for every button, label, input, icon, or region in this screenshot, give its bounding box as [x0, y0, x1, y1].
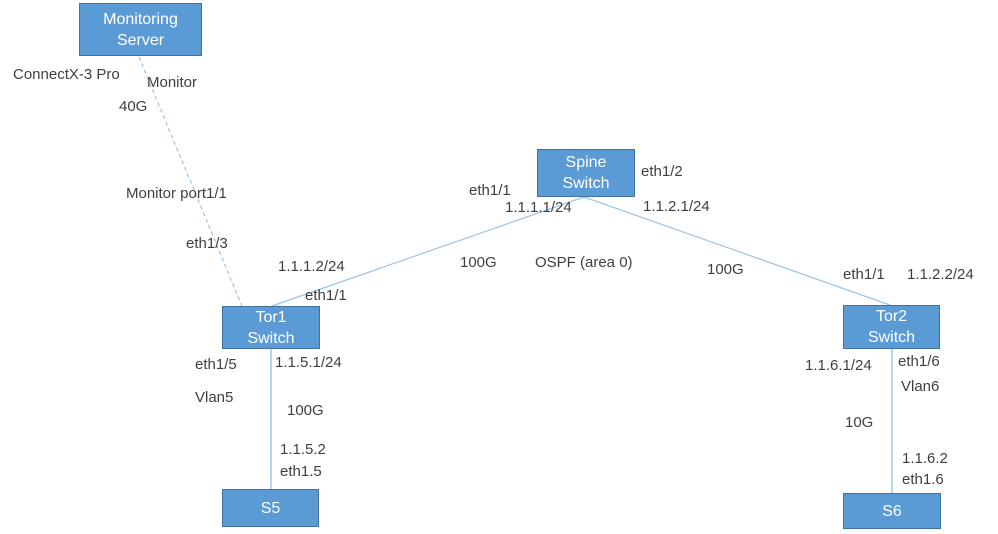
label-tor1-eth1-3: eth1/3	[186, 235, 228, 252]
node-label: Tor2	[875, 308, 908, 325]
label-tor1-ip-to-spine: 1.1.1.2/24	[278, 258, 345, 275]
node-label: Spine	[565, 154, 607, 171]
link-spine-to-tor1	[271, 196, 585, 307]
node-tor1-switch: Tor1 Switch	[222, 306, 320, 349]
label-s5-ip: 1.1.5.2	[280, 441, 326, 458]
label-spine-ip-left: 1.1.1.1/24	[505, 199, 572, 216]
node-label: Switch	[247, 329, 295, 347]
label-spine-eth1-2: eth1/2	[641, 163, 683, 180]
label-speed-100g-left: 100G	[460, 254, 497, 271]
label-speed-40g: 40G	[119, 98, 148, 115]
label-s6-port: eth1.6	[902, 471, 944, 488]
label-monitor: Monitor	[147, 74, 198, 91]
node-tor2-switch: Tor2 Switch	[843, 305, 940, 349]
node-label: Monitoring	[103, 10, 178, 28]
label-spine-eth1-1: eth1/1	[469, 182, 511, 199]
label-speed-100g-right: 100G	[707, 261, 744, 278]
node-label: S6	[882, 502, 902, 520]
link-spine-to-tor2	[583, 196, 891, 306]
node-label: Server	[116, 31, 165, 49]
node-label: S5	[260, 499, 281, 517]
label-tor2-eth1-1: eth1/1	[843, 266, 885, 283]
label-ospf-area0: OSPF (area 0)	[535, 254, 633, 271]
node-s6: S6	[843, 493, 941, 529]
label-tor1-eth1-1: eth1/1	[305, 287, 347, 304]
label-vlan6: Vlan6	[901, 378, 940, 395]
label-spine-ip-right: 1.1.2.1/24	[643, 198, 710, 215]
node-label: Tor1	[255, 308, 287, 326]
label-monitor-port1-1: Monitor port1/1	[126, 185, 227, 202]
node-s5: S5	[222, 489, 319, 527]
label-tor2-eth1-6: eth1/6	[898, 353, 940, 370]
label-tor1-eth1-5: eth1/5	[195, 356, 237, 373]
node-spine-switch: Spine Switch	[537, 149, 635, 197]
node-label: Switch	[562, 175, 610, 192]
label-speed-100g-s5: 100G	[287, 402, 324, 419]
node-label: Switch	[867, 329, 916, 346]
label-s5-port: eth1.5	[280, 463, 322, 480]
label-speed-10g: 10G	[845, 414, 874, 431]
label-connectx3pro: ConnectX-3 Pro	[13, 66, 120, 83]
label-s6-ip: 1.1.6.2	[902, 450, 948, 467]
label-tor2-ip-to-spine: 1.1.2.2/24	[907, 266, 974, 283]
label-tor2-ip-to-s6: 1.1.6.1/24	[805, 357, 872, 374]
label-tor1-ip-to-s5: 1.1.5.1/24	[275, 354, 342, 371]
node-monitoring-server: Monitoring Server	[79, 3, 202, 56]
label-vlan5: Vlan5	[195, 389, 234, 406]
link-monitor-to-tor1	[138, 56, 243, 307]
